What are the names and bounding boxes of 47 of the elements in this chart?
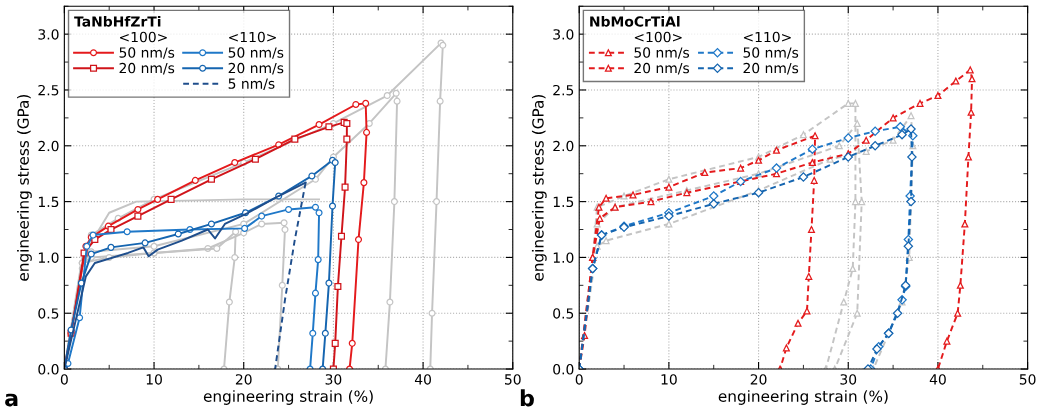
y-tick-label: 2.0 xyxy=(553,140,574,152)
y-tick-label: 1.5 xyxy=(553,196,574,208)
y-tick-label: 0.0 xyxy=(553,364,574,375)
text: a xyxy=(5,393,18,407)
x-axis-title: engineering strain (%) xyxy=(203,390,373,405)
x-tick-label: 0 xyxy=(575,374,583,385)
legend-label: 20 nm/s xyxy=(743,62,799,75)
annotation: <100> xyxy=(634,31,682,43)
legend-label: 20 nm/s xyxy=(634,62,690,75)
y-axis-title: engineering stress (GPa) xyxy=(17,94,32,281)
annotation: <110> xyxy=(743,31,791,43)
x-tick-label: 30 xyxy=(325,374,342,385)
annotation: <100> xyxy=(119,31,167,43)
y-tick-label: 1.5 xyxy=(38,196,59,208)
y-tick-label: 1.0 xyxy=(38,252,59,263)
legend-label: 50 nm/s xyxy=(634,47,690,59)
x-tick-label: 20 xyxy=(750,374,767,385)
y-axis-title: engineering stress (GPa) xyxy=(531,94,547,281)
x-tick-label: 30 xyxy=(840,374,857,385)
y-tick-label: 1.0 xyxy=(553,252,574,263)
x-tick-label: 0 xyxy=(60,374,68,385)
y-tick-label: 0.5 xyxy=(38,308,59,319)
x-tick-label: 40 xyxy=(929,374,946,385)
legend-title: TaNbHfZrTi xyxy=(74,15,161,27)
legend-label: 50 nm/s xyxy=(743,47,799,59)
x-tick-label: 10 xyxy=(146,374,162,385)
legend-title: NbMoCrTiAl xyxy=(590,15,680,27)
y-tick-label: 2.0 xyxy=(38,140,59,152)
legend-label: 20 nm/s xyxy=(119,62,175,75)
y-tick-label: 3.0 xyxy=(38,29,59,40)
y-tick-label: 3.0 xyxy=(553,29,574,40)
text: b xyxy=(520,389,534,407)
legend-label: 50 nm/s xyxy=(119,47,175,59)
legend-label: 5 nm/s xyxy=(228,78,275,90)
y-tick-label: 0.0 xyxy=(38,364,59,375)
x-tick-label: 20 xyxy=(235,374,252,385)
y-tick-label: 2.5 xyxy=(38,84,59,96)
x-tick-label: 40 xyxy=(414,374,431,385)
annotation: <110> xyxy=(229,31,276,43)
x-tick-label: 50 xyxy=(505,374,521,385)
y-tick-label: 2.5 xyxy=(553,84,574,96)
x-tick-label: 50 xyxy=(1019,374,1036,385)
x-tick-label: 10 xyxy=(661,374,677,385)
legend-label: 50 nm/s xyxy=(228,47,284,59)
y-tick-label: 0.5 xyxy=(553,308,574,319)
x-axis-title: engineering strain (%) xyxy=(718,390,888,405)
legend-label: 20 nm/s xyxy=(228,62,284,75)
